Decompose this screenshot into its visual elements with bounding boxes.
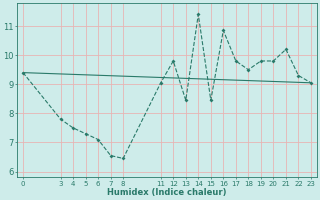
- X-axis label: Humidex (Indice chaleur): Humidex (Indice chaleur): [107, 188, 227, 197]
